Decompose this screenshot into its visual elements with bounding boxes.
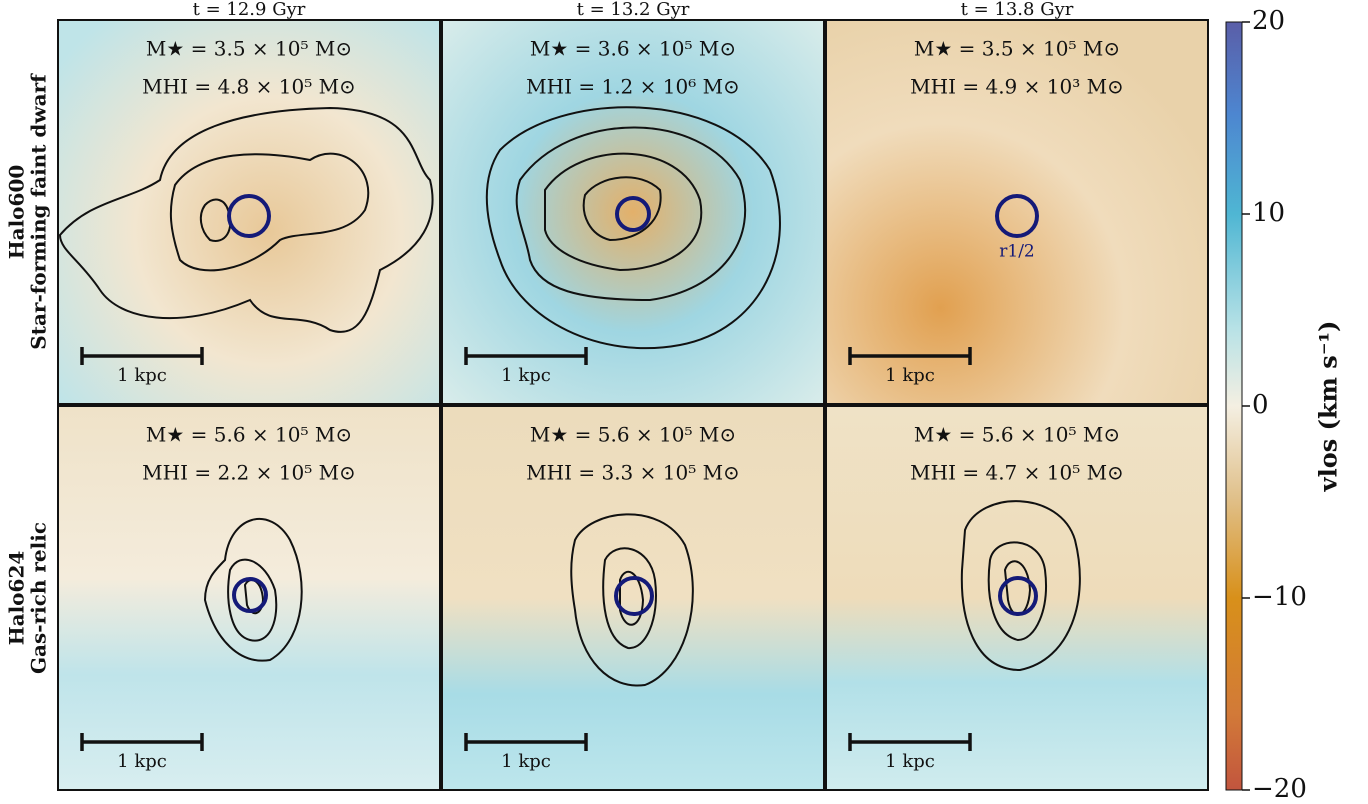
scale-bar-label: 1 kpc: [885, 751, 935, 772]
hi-mass: MHI = 1.2 × 10⁶ M⊙: [526, 75, 740, 99]
row-label: Star-forming faint dwarf: [27, 73, 51, 350]
half-light-circle: [998, 576, 1038, 616]
contour: [169, 152, 370, 272]
hi-mass: MHI = 3.3 × 10⁵ M⊙: [526, 461, 740, 485]
contour: [58, 106, 434, 333]
half-light-circles: [227, 194, 1039, 616]
column-title: t = 13.8 Gyr: [961, 0, 1074, 20]
panel: [57, 19, 441, 405]
contour: [582, 176, 662, 242]
colorbar-tick-label: 10: [1252, 198, 1285, 228]
panel: [57, 405, 441, 791]
hi-mass: MHI = 4.9 × 10³ M⊙: [910, 75, 1124, 99]
panel: [441, 19, 825, 405]
colorbar-tick-label: 20: [1252, 6, 1285, 36]
panel: [825, 19, 1209, 405]
contour: [485, 106, 781, 350]
contour: [619, 570, 645, 626]
scale-bar-label: 1 kpc: [501, 751, 551, 772]
contours: [58, 106, 1081, 687]
scale-bar-label: 1 kpc: [117, 365, 167, 386]
circle-label: r1/2: [999, 242, 1035, 262]
stellar-mass: M★ = 3.5 × 10⁵ M⊙: [914, 37, 1120, 61]
colorbar-tick-label: 0: [1252, 390, 1269, 420]
scale-bar-label: 1 kpc: [501, 365, 551, 386]
stellar-mass: M★ = 5.6 × 10⁵ M⊙: [530, 423, 736, 447]
panels: [57, 19, 1209, 791]
half-light-circle: [995, 194, 1039, 238]
contour: [960, 500, 1081, 672]
contour: [227, 558, 278, 642]
panel: [825, 405, 1209, 791]
contour: [203, 517, 303, 662]
contour: [987, 541, 1047, 642]
stellar-mass: M★ = 3.6 × 10⁵ M⊙: [530, 37, 736, 61]
panel: [441, 405, 825, 791]
row-name: Halo600: [5, 165, 29, 260]
column-title: t = 12.9 Gyr: [193, 0, 306, 20]
colorbar: [1225, 21, 1243, 791]
hi-mass: MHI = 2.2 × 10⁵ M⊙: [142, 461, 356, 485]
scale-bar-label: 1 kpc: [117, 751, 167, 772]
row-label: Gas-rich relic: [27, 522, 51, 674]
hi-mass: MHI = 4.7 × 10⁵ M⊙: [910, 461, 1124, 485]
row-name: Halo624: [5, 551, 29, 646]
stellar-mass: M★ = 5.6 × 10⁵ M⊙: [914, 423, 1120, 447]
colorbar-tick-label: −20: [1252, 774, 1307, 804]
contour: [1003, 560, 1032, 616]
stellar-mass: M★ = 5.6 × 10⁵ M⊙: [146, 423, 352, 447]
contour: [602, 547, 657, 650]
column-title: t = 13.2 Gyr: [577, 0, 690, 20]
hi-mass: MHI = 4.8 × 10⁵ M⊙: [142, 75, 356, 99]
contour: [515, 126, 747, 302]
scale-bar-label: 1 kpc: [885, 365, 935, 386]
half-light-circle: [614, 576, 654, 616]
contour: [570, 513, 694, 687]
half-light-circle: [232, 577, 268, 613]
contour: [544, 152, 703, 272]
colorbar-label: vlos (km s⁻¹): [1314, 321, 1343, 493]
stellar-mass: M★ = 3.5 × 10⁵ M⊙: [146, 37, 352, 61]
half-light-circle: [227, 194, 271, 238]
contour: [199, 198, 232, 242]
colorbar-tick-label: −10: [1252, 582, 1307, 612]
half-light-circle: [615, 196, 651, 232]
